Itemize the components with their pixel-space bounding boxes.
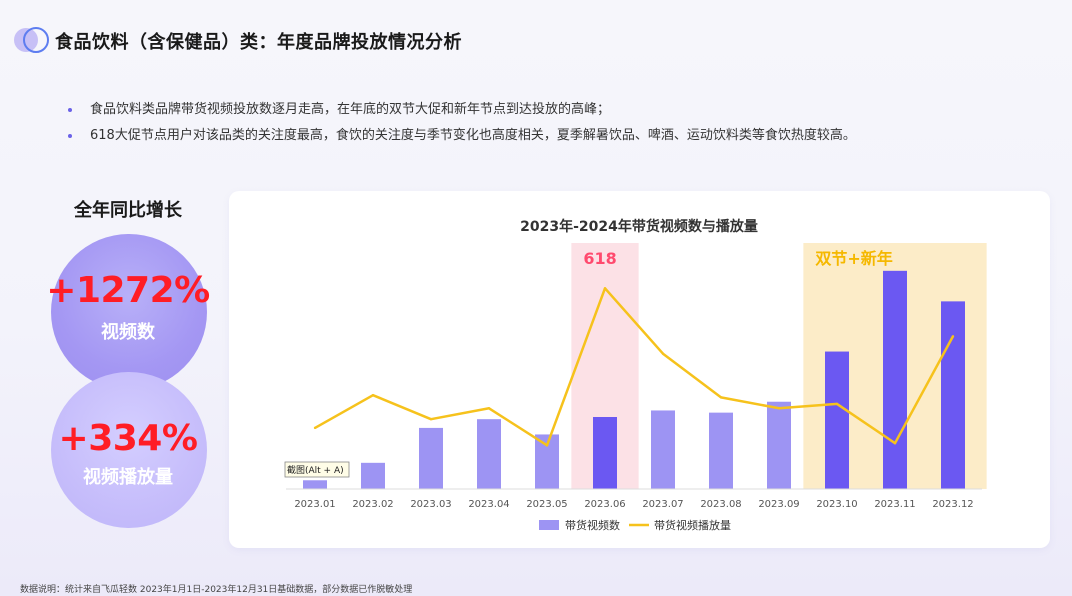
x-tick-label: 2023.08 bbox=[700, 499, 741, 510]
line-point bbox=[893, 441, 897, 445]
x-tick-label: 2023.05 bbox=[526, 499, 567, 510]
screenshot-tooltip-box bbox=[284, 461, 350, 478]
growth-title: 全年同比增长 bbox=[74, 200, 182, 221]
line-point bbox=[487, 407, 491, 410]
line-point bbox=[777, 407, 781, 410]
chart-title: 2023年-2024年带货视频数与播放量 bbox=[520, 218, 758, 235]
x-tick-label: 2023.06 bbox=[584, 499, 625, 510]
x-tick-label: 2023.12 bbox=[932, 499, 973, 510]
plays-growth-label: 视频播放量 bbox=[83, 467, 173, 488]
plays-growth-value: +334% bbox=[58, 418, 198, 459]
x-tick-label: 2023.09 bbox=[758, 499, 799, 510]
bullet-text: 618大促节点用户对该品类的关注度最高，食饮的关注度与季节变化也高度相关，夏季解… bbox=[90, 128, 856, 143]
page-title: 食品饮料（含保健品）类：年度品牌投放情况分析 bbox=[55, 32, 462, 53]
highlight-label: 双节+新年 bbox=[815, 249, 892, 268]
x-tick-label: 2023.11 bbox=[874, 499, 915, 510]
line-point bbox=[719, 396, 723, 399]
summary-bullet: 618大促节点用户对该品类的关注度最高，食饮的关注度与季节变化也高度相关，夏季解… bbox=[68, 126, 856, 152]
x-tick-label: 2023.02 bbox=[352, 499, 393, 510]
x-tick-label: 2023.07 bbox=[642, 499, 683, 510]
screenshot-tooltip: 截图(Alt + A) bbox=[287, 464, 344, 476]
bar bbox=[941, 301, 965, 489]
logo-icon bbox=[14, 27, 49, 53]
combo-chart: 2023年-2024年带货视频数与播放量 618 双节+新年 2023.01 2023.… bbox=[284, 218, 987, 532]
legend-bar-label: 带货视频数 bbox=[565, 518, 620, 532]
summary-bullet: 食品饮料类品牌带货视频投放数逐月走高，在年底的双节大促和新年节点到达投放的高峰； bbox=[68, 100, 856, 126]
videos-growth-value: +1272% bbox=[46, 270, 210, 311]
x-tick-label: 2023.04 bbox=[468, 499, 509, 510]
line-point bbox=[661, 352, 665, 355]
line-point bbox=[429, 417, 433, 421]
bullet-dot-icon bbox=[68, 108, 72, 112]
bullet-dot-icon bbox=[68, 134, 72, 138]
bullet-text: 食品饮料类品牌带货视频投放数逐月走高，在年底的双节大促和新年节点到达投放的高峰； bbox=[90, 102, 611, 117]
bar bbox=[825, 351, 849, 489]
summary-bullets: 食品饮料类品牌带货视频投放数逐月走高，在年底的双节大促和新年节点到达投放的高峰；… bbox=[68, 100, 856, 152]
bar bbox=[651, 410, 675, 489]
legend-bar-swatch bbox=[539, 520, 559, 530]
line-point bbox=[835, 402, 839, 406]
bar bbox=[419, 427, 443, 489]
bar bbox=[709, 412, 733, 489]
plays-growth-circle bbox=[51, 372, 207, 528]
x-tick-label: 2023.01 bbox=[294, 499, 335, 510]
videos-growth-circle bbox=[51, 234, 207, 390]
line-point bbox=[603, 287, 607, 290]
x-tick-label: 2023.03 bbox=[410, 499, 451, 510]
bar bbox=[883, 270, 907, 489]
bar bbox=[361, 462, 385, 489]
footnote: 数据说明：统计来自飞瓜轻数 2023年1月1日-2023年12月31日基础数据，… bbox=[20, 585, 413, 595]
x-tick-label: 2023.10 bbox=[816, 499, 857, 510]
bar bbox=[303, 480, 327, 489]
chart-card: 2023年-2024年带货视频数与播放量 618 双节+新年 2023.01 2023.… bbox=[229, 191, 1050, 548]
bar bbox=[767, 401, 791, 489]
videos-growth-label: 视频数 bbox=[101, 322, 155, 343]
line-point bbox=[951, 335, 955, 338]
legend-line-label: 带货视频播放量 bbox=[654, 518, 731, 532]
bar bbox=[477, 419, 501, 489]
line-series bbox=[314, 287, 955, 447]
highlight-label: 618 bbox=[583, 249, 616, 268]
bar bbox=[593, 417, 617, 489]
line-point bbox=[545, 444, 549, 447]
line-point bbox=[313, 426, 317, 430]
line-point bbox=[371, 393, 375, 397]
